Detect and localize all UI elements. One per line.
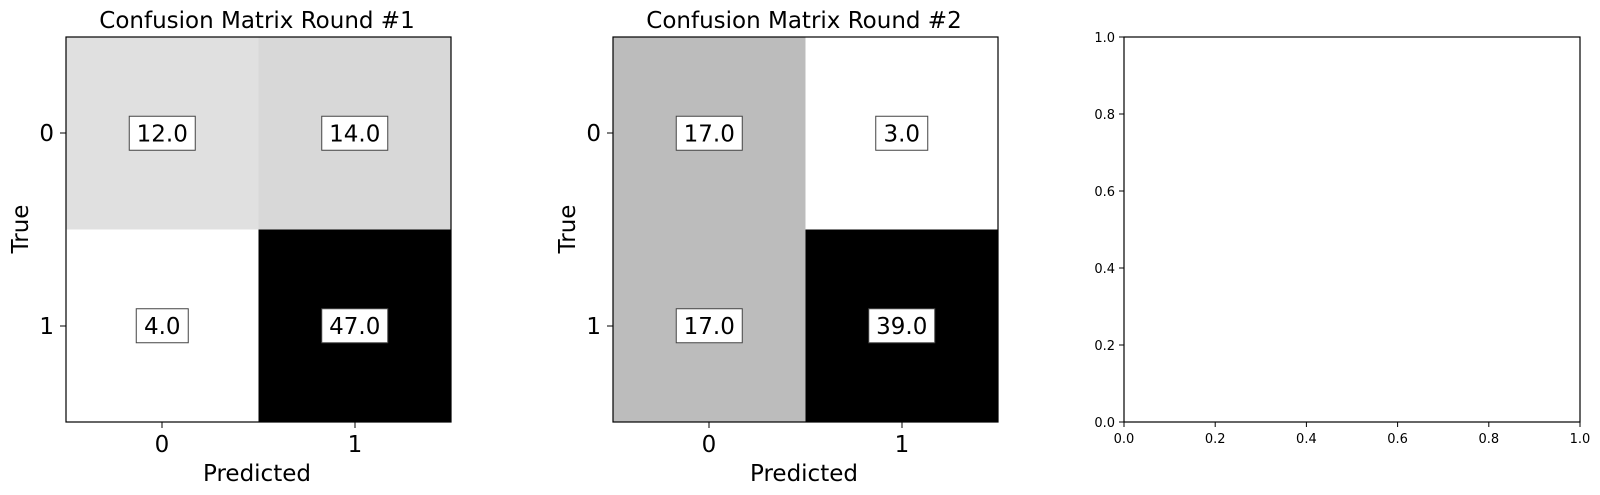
y-tick-label: 1 <box>586 314 601 340</box>
x-axis-label-2: Predicted <box>750 461 858 487</box>
y-axis-label-1: True <box>8 205 34 255</box>
x-tick-label: 0.0 <box>1114 432 1135 447</box>
plot-frame-3 <box>1123 36 1581 423</box>
x-tick-label: 0 <box>702 432 717 458</box>
y-axis-1: 0 1 True <box>8 121 66 340</box>
y-axis-2: 0 1 True <box>555 121 613 340</box>
cell-value-text: 17.0 <box>684 121 735 147</box>
cell-value-text: 4.0 <box>144 314 181 340</box>
y-tick-label: 0.6 <box>1094 185 1115 200</box>
cell-value-text: 14.0 <box>329 121 380 147</box>
cell-value-label: 4.0 <box>135 308 189 344</box>
confusion-matrix-1: Confusion Matrix Round #1 12.0 14.0 4.0 47.… <box>8 8 452 487</box>
cell-value-label: 14.0 <box>321 115 389 151</box>
y-tick-label: 0.8 <box>1094 108 1115 123</box>
cell-label-box <box>868 308 936 344</box>
x-axis-label-1: Predicted <box>203 461 311 487</box>
cell-value-text: 3.0 <box>883 121 920 147</box>
x-tick-label: 0.4 <box>1296 432 1317 447</box>
cell-labels-1: 12.0 14.0 4.0 47.0 <box>128 115 389 344</box>
x-tick-label: 1 <box>895 432 910 458</box>
x-tick-label: 1 <box>348 432 363 458</box>
cell-value-text: 47.0 <box>329 314 380 340</box>
y-tick-label: 0.4 <box>1094 262 1115 277</box>
cell-label-box <box>321 308 389 344</box>
confusion-matrix-2: Confusion Matrix Round #2 17.0 3.0 17.0 39.… <box>555 8 999 487</box>
cell-labels-2: 17.0 3.0 17.0 39.0 <box>675 115 936 344</box>
cell-value-label: 39.0 <box>868 308 936 344</box>
plot-frame-2 <box>612 36 999 423</box>
y-tick-label: 1.0 <box>1094 31 1115 46</box>
x-axis-1: 0 1 Predicted <box>155 422 363 487</box>
cell-label-box <box>128 115 196 151</box>
x-tick-label: 0.2 <box>1205 432 1226 447</box>
cell-label-box <box>875 115 929 151</box>
x-axis-2: 0 1 Predicted <box>702 422 910 487</box>
x-tick-label: 0 <box>155 432 170 458</box>
y-tick-label: 0 <box>586 121 601 147</box>
y-tick-label: 1 <box>39 314 54 340</box>
cell-label-box <box>675 308 743 344</box>
cell-label-box <box>675 115 743 151</box>
cell-value-label: 17.0 <box>675 308 743 344</box>
cell-value-text: 12.0 <box>137 121 188 147</box>
y-tick-label: 0.2 <box>1094 339 1115 354</box>
cell-value-label: 12.0 <box>128 115 196 151</box>
cell-label-box <box>321 115 389 151</box>
y-tick-label: 0.0 <box>1094 416 1115 431</box>
x-axis-3: 0.0 0.2 0.4 0.6 0.8 1.0 <box>1114 422 1591 447</box>
cell-value-text: 17.0 <box>684 314 735 340</box>
heatmap-cells-2 <box>613 37 998 422</box>
x-tick-label: 1.0 <box>1570 432 1591 447</box>
cell-value-label: 17.0 <box>675 115 743 151</box>
empty-axes-3: 0.0 0.2 0.4 0.6 0.8 1.0 0.0 0.2 0.4 0.6 0.8 1.0 <box>1094 31 1590 447</box>
cell-value-label: 47.0 <box>321 308 389 344</box>
y-axis-label-2: True <box>555 205 581 255</box>
chart-title-1: Confusion Matrix Round #1 <box>99 8 414 34</box>
cell-value-label: 3.0 <box>875 115 929 151</box>
heatmap-cells-1 <box>66 37 451 422</box>
cell-value-text: 39.0 <box>876 314 927 340</box>
chart-title-2: Confusion Matrix Round #2 <box>646 8 961 34</box>
y-tick-label: 0 <box>39 121 54 147</box>
x-tick-label: 0.8 <box>1478 432 1499 447</box>
x-tick-label: 0.6 <box>1387 432 1408 447</box>
y-axis-3: 0.0 0.2 0.4 0.6 0.8 1.0 <box>1094 31 1124 431</box>
cell-label-box <box>135 308 189 344</box>
plot-frame-1 <box>65 36 452 423</box>
